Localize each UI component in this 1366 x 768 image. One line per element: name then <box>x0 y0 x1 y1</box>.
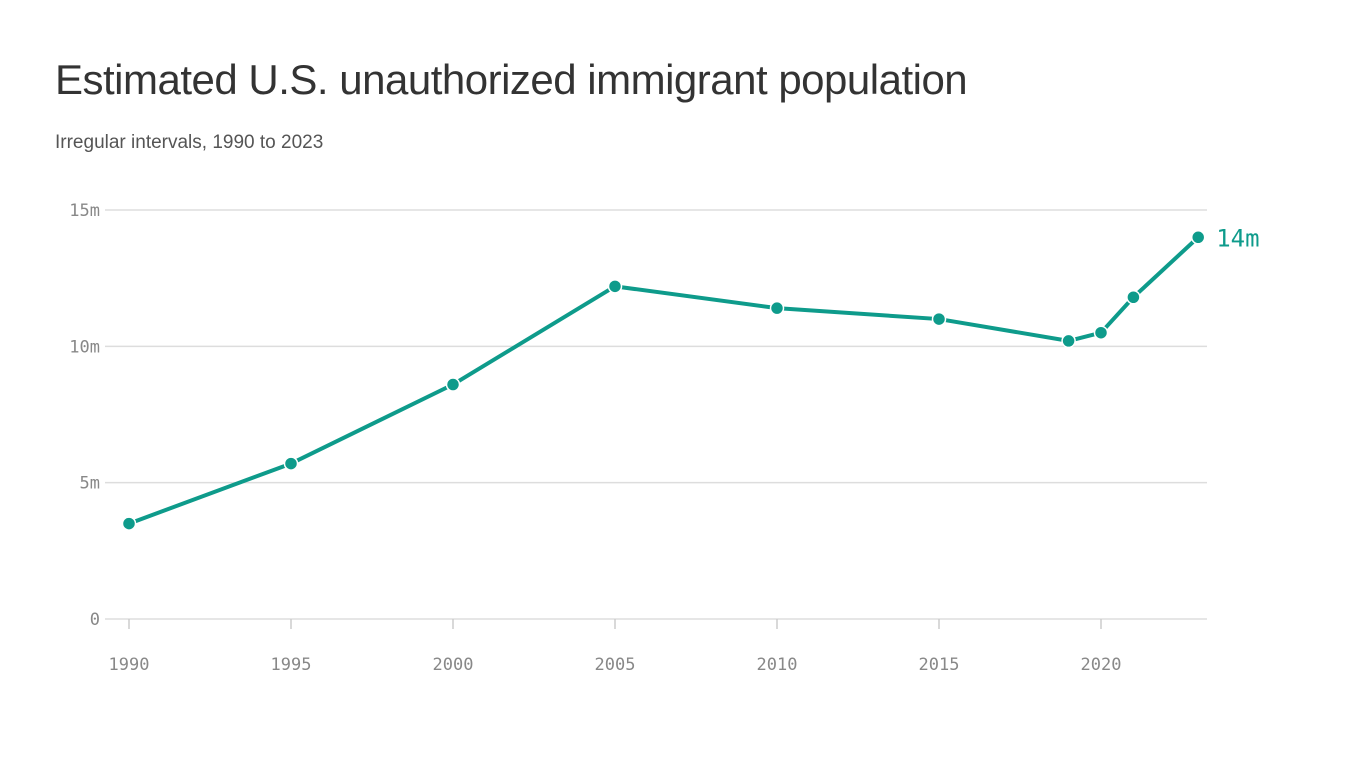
data-point <box>445 377 461 392</box>
data-point <box>607 279 623 294</box>
x-tick-label: 2020 <box>1081 655 1122 675</box>
chart-subtitle: Irregular intervals, 1990 to 2023 <box>55 132 324 153</box>
data-point <box>283 456 299 471</box>
x-tick-label: 2010 <box>757 655 798 675</box>
data-point <box>1061 333 1076 349</box>
data-point <box>1126 290 1141 305</box>
y-tick-label: 10m <box>69 337 100 357</box>
x-tick-label: 2005 <box>595 655 636 675</box>
data-point <box>121 516 137 531</box>
data-point <box>931 311 947 327</box>
y-tick-label: 15m <box>69 201 100 221</box>
data-point <box>1093 325 1109 340</box>
data-point <box>769 300 785 316</box>
data-point <box>1190 230 1206 245</box>
y-tick-label: 0 <box>90 610 100 630</box>
x-tick-label: 1990 <box>109 655 150 675</box>
x-tick-label: 2015 <box>919 655 960 675</box>
y-tick-label: 5m <box>80 474 100 494</box>
chart-title: Estimated U.S. unauthorized immigrant po… <box>55 56 968 103</box>
end-value-label: 14m <box>1216 224 1259 252</box>
x-tick-label: 1995 <box>271 655 312 675</box>
x-tick-label: 2000 <box>433 655 474 675</box>
series-line <box>128 235 1200 526</box>
